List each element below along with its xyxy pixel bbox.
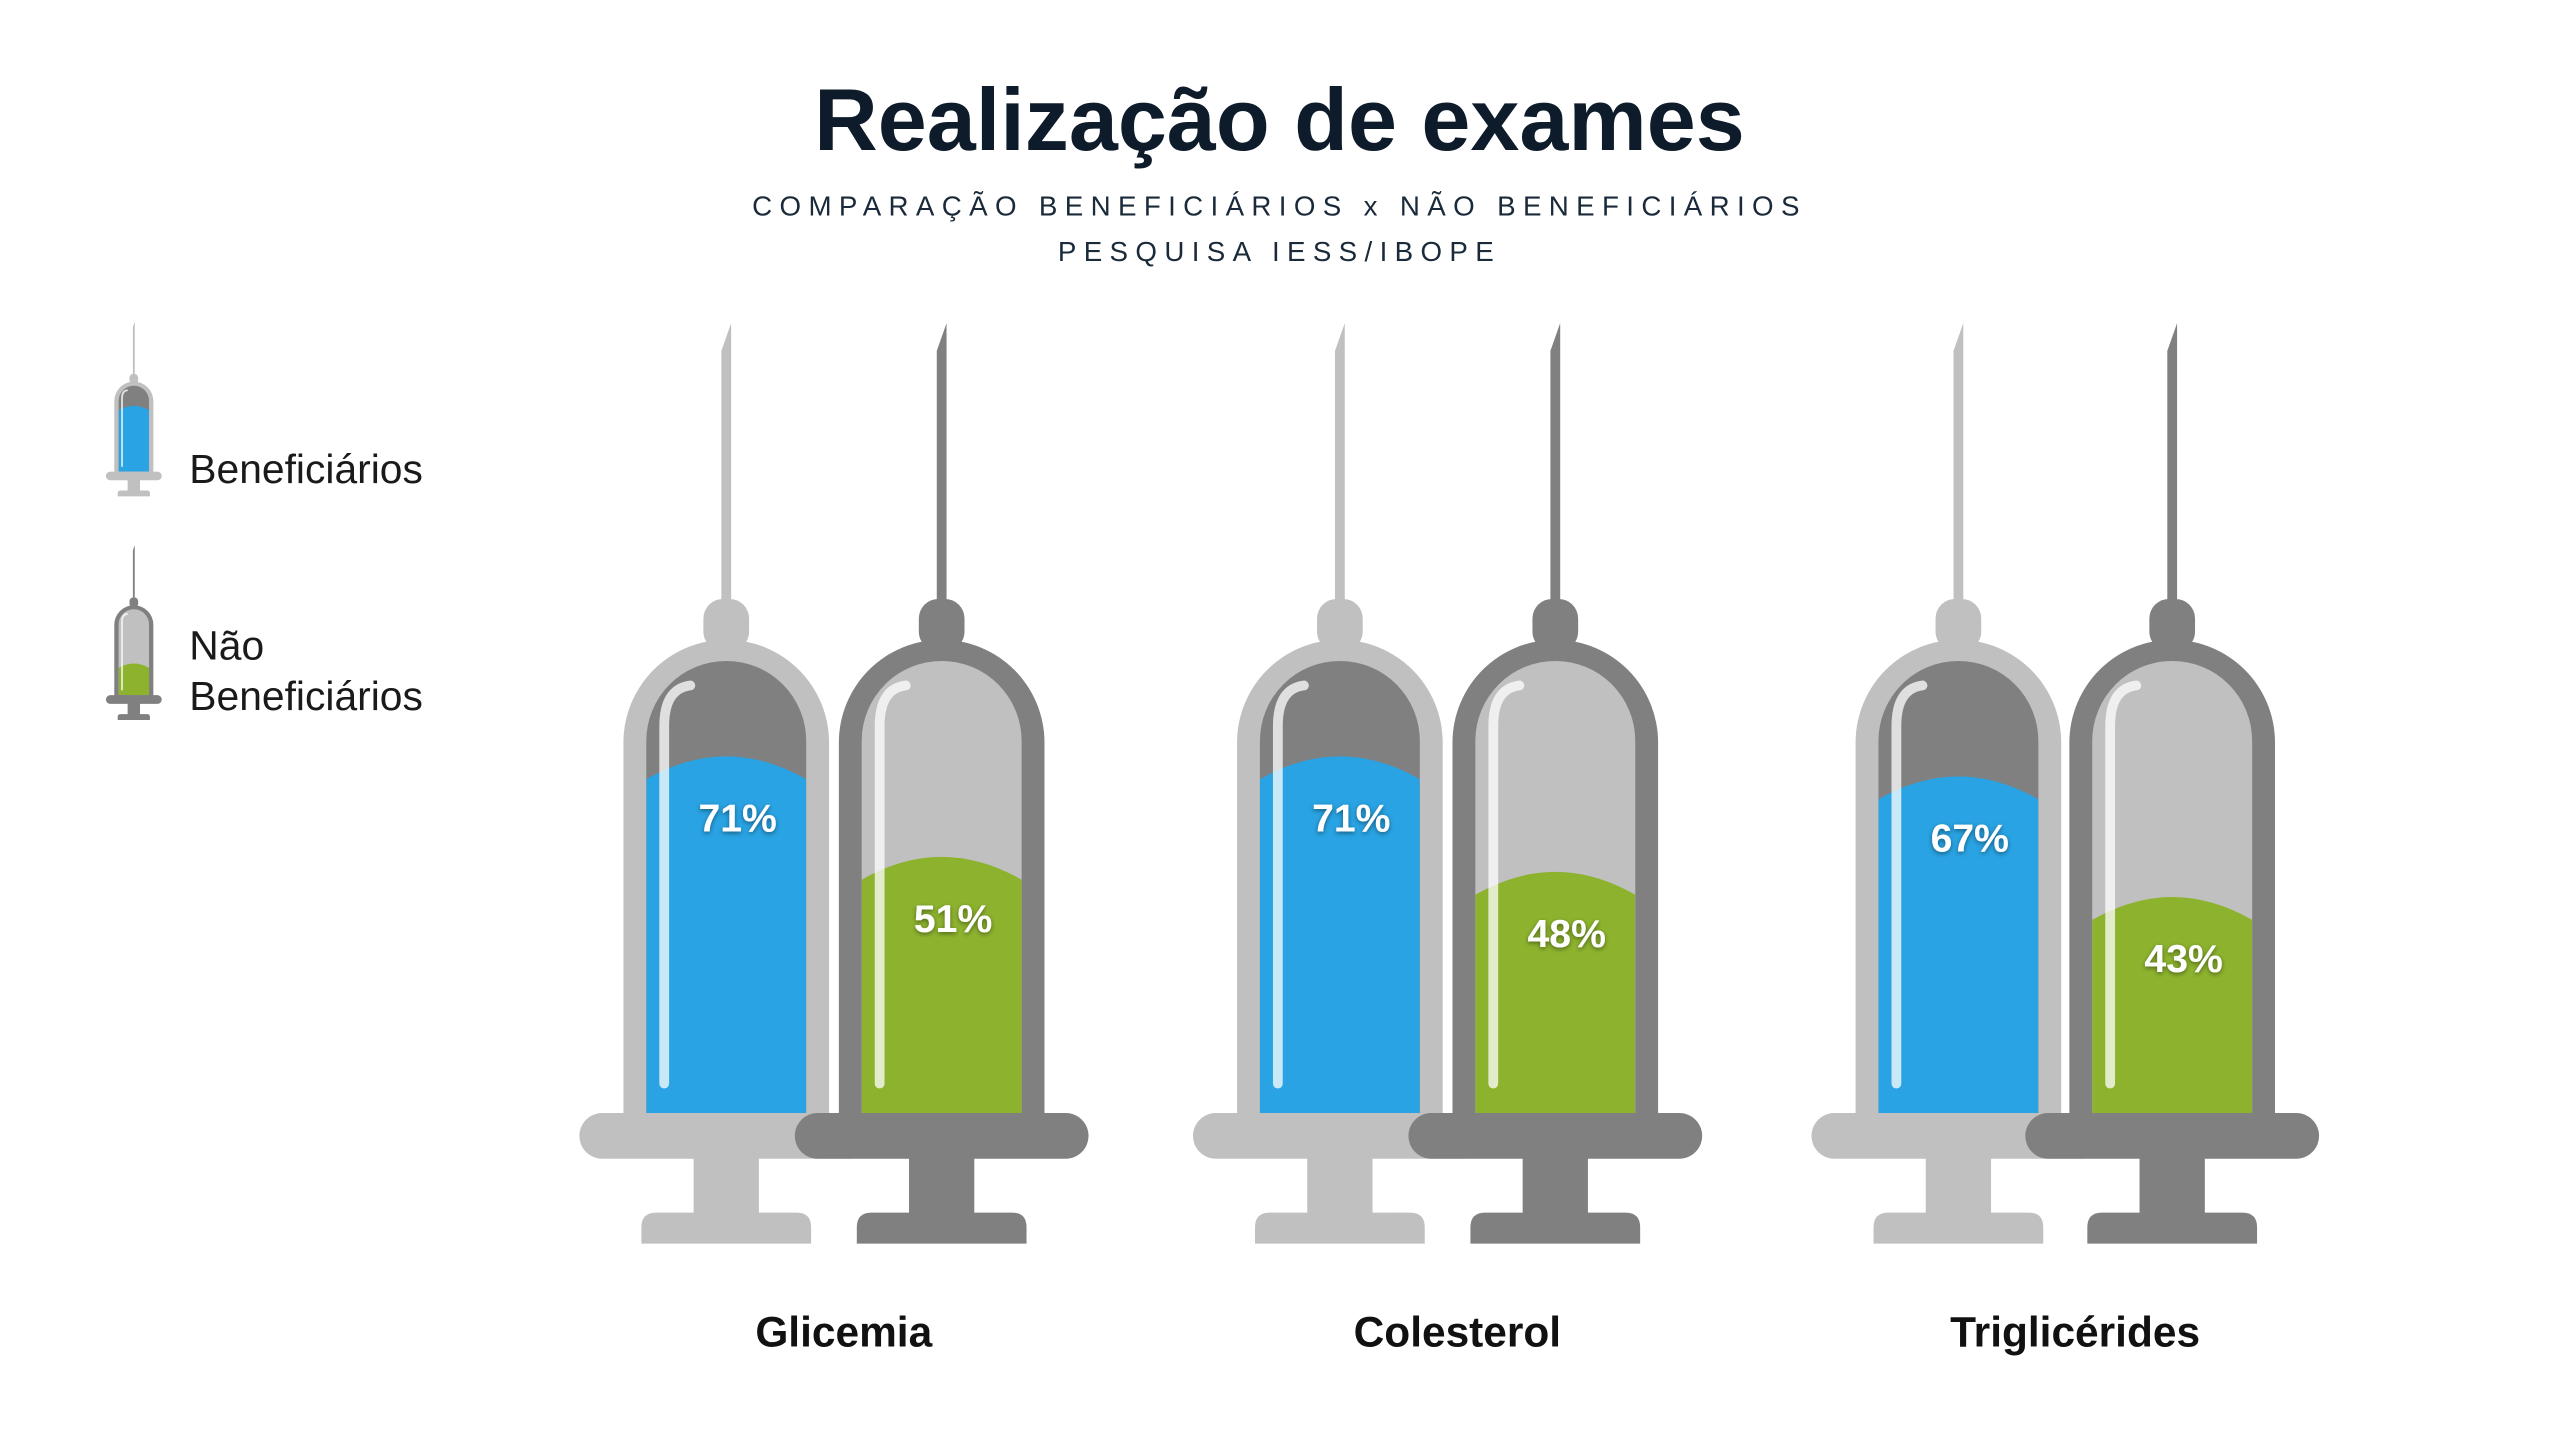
x-tick-label: Triglicérides [1950,1308,2200,1355]
syringe-neck [1532,598,1579,652]
bar [861,856,1022,1114]
plunger-base [1873,1212,2044,1244]
needle [132,321,135,376]
bar [1259,756,1420,1114]
syringe: 71% [579,323,874,1244]
syringe-neck [703,598,750,652]
plunger-stem [693,1155,759,1218]
plunger-base [1470,1212,1641,1244]
chart-subtitle: PESQUISA IESS/IBOPE [1058,236,1501,267]
syringe: 71% [1192,323,1487,1244]
plunger-stem [2139,1155,2205,1218]
syringe: 48% [1408,323,1703,1244]
plunger-base [856,1212,1027,1244]
legend-icon [105,545,162,720]
highlight [1272,680,1309,1089]
value-label: 71% [1312,797,1390,840]
legend-label: Beneficiários [189,447,423,493]
bar [646,756,807,1114]
plunger-stem [1307,1155,1373,1218]
legend-fill [118,405,150,472]
syringe-neck [918,598,965,652]
syringe-flange [794,1113,1089,1159]
highlight [874,680,911,1089]
plunger-base [117,714,150,720]
chart-subtitle: COMPARAÇÃO BENEFICIÁRIOS x NÃO BENEFICIÁ… [752,190,1807,221]
syringe-flange [2025,1113,2320,1159]
legend-icon [105,321,162,497]
needle [1334,323,1345,608]
syringe-neck [1935,598,1982,652]
needle [936,323,947,608]
plunger-stem [1925,1155,1992,1218]
syringe-neck [2149,598,2196,652]
syringe [105,321,162,497]
syringe: 67% [1811,323,2106,1244]
x-tick-label: Colesterol [1354,1308,1561,1355]
syringe-flange [1408,1113,1703,1159]
value-label: 67% [1931,818,2009,861]
highlight [1891,680,1928,1089]
plunger-base [2087,1212,2258,1244]
needle [132,545,135,600]
syringe-neck [129,597,139,608]
bar [1878,776,2039,1114]
value-label: 51% [914,898,992,941]
syringe-flange [105,695,162,704]
bar [2092,897,2253,1114]
plunger-stem [127,479,141,492]
syringe: 43% [2025,323,2320,1244]
syringe: 51% [794,323,1089,1244]
needle [1550,323,1561,608]
syringe [105,545,162,720]
plunger-stem [909,1155,975,1218]
value-label: 71% [698,797,776,840]
bar [1475,871,1636,1114]
highlight [121,612,128,691]
legend-fill [118,663,150,696]
plunger-base [1255,1212,1425,1244]
needle [721,323,732,608]
legend-label: Não Beneficiários [189,623,423,720]
highlight [1488,680,1525,1089]
highlight [121,389,128,467]
value-label: 43% [2144,938,2222,981]
plunger-stem [127,703,141,716]
value-label: 48% [1528,913,1606,956]
syringe-neck [129,373,139,384]
needle [1953,323,1964,608]
x-tick-label: Glicemia [755,1308,932,1355]
highlight [659,680,696,1089]
syringe-flange [105,471,162,481]
needle [2167,323,2178,608]
plunger-stem [1522,1155,1588,1218]
syringe-neck [1317,598,1363,652]
chart-title: Realização de exames [814,70,1745,169]
plunger-base [117,490,150,497]
highlight [2105,680,2142,1089]
plunger-base [641,1212,812,1244]
